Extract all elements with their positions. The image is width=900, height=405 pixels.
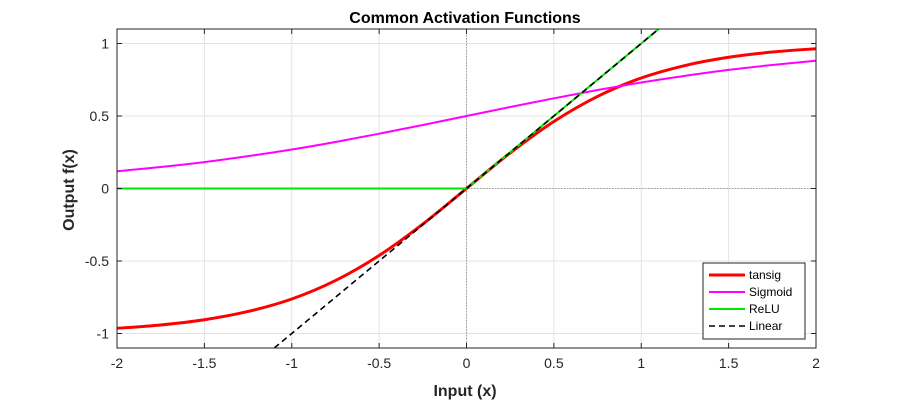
legend-entry-label: ReLU — [749, 302, 780, 316]
legend-entry-label: Linear — [749, 319, 782, 333]
series-line-linear — [273, 29, 660, 348]
series-line-relu — [117, 29, 660, 190]
x-axis-label: Input (x) — [433, 383, 496, 400]
y-tick-label: 1 — [101, 36, 109, 52]
x-tick-label: -0.5 — [367, 355, 391, 371]
x-tick-label: 2 — [812, 355, 820, 371]
legend-entry-label: Sigmoid — [749, 285, 792, 299]
x-tick-label: -1 — [286, 355, 299, 371]
x-tick-label: -1.5 — [192, 355, 216, 371]
x-tick-label: 0 — [463, 355, 471, 371]
legend: tansig Sigmoid ReLU Linear — [702, 262, 806, 340]
series-line-sigmoid — [117, 59, 816, 173]
axes-frame — [116, 28, 817, 349]
tick-labels: -2 -1.5 -1 -0.5 0 0.5 1 1.5 2 -1 -0.5 0 0.5 1 — [85, 36, 820, 372]
y-tick-label: 0 — [101, 181, 109, 197]
x-tick-label: 1.5 — [719, 355, 739, 371]
chart-title: Common Activation Functions — [349, 10, 581, 27]
y-tick-label: 0.5 — [90, 108, 110, 124]
series-lines — [117, 29, 816, 348]
y-axis-label: Output f(x) — [61, 149, 78, 231]
legend-entry-label: tansig — [749, 268, 781, 282]
y-tick-label: -1 — [97, 326, 110, 342]
x-tick-label: 0.5 — [544, 355, 564, 371]
y-tick-label: -0.5 — [85, 253, 109, 269]
x-tick-label: 1 — [637, 355, 645, 371]
x-tick-label: -2 — [111, 355, 124, 371]
